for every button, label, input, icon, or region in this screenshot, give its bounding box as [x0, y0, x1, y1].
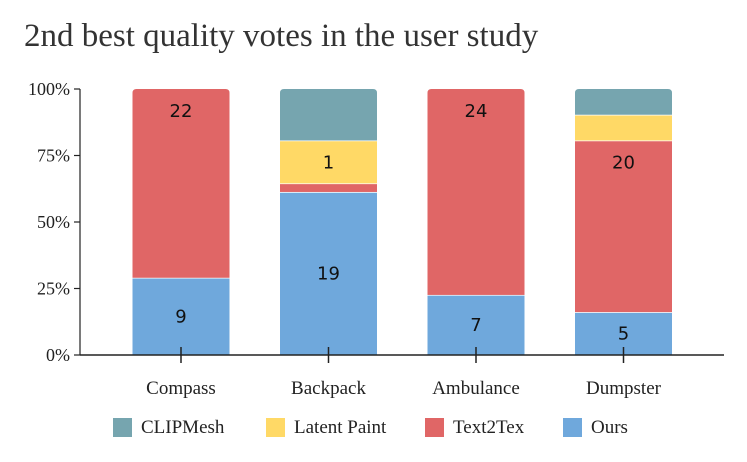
- data-label: 1: [323, 152, 334, 173]
- data-label: 7: [470, 315, 481, 336]
- bar-segment-clipmesh: [280, 89, 377, 141]
- bar-segment-ours: [280, 191, 377, 355]
- legend-swatch: [425, 418, 444, 437]
- legend: CLIPMesh Latent Paint Text2Tex Ours: [113, 417, 628, 438]
- data-label: 5: [618, 324, 629, 345]
- bar-stack-ambulance: [427, 89, 525, 355]
- bars: 9 22 19 1 7 24 5 20: [132, 89, 672, 355]
- data-label: 22: [170, 101, 193, 122]
- bar-stack-dumpster: [575, 89, 672, 355]
- bar-stack-backpack: [280, 89, 377, 355]
- legend-label: Ours: [591, 417, 628, 438]
- bar-segment-ours: [427, 294, 525, 355]
- y-tick-label: 25%: [37, 279, 70, 299]
- x-tick-label: Backpack: [291, 378, 366, 399]
- bar-segment-text2tex: [575, 140, 672, 313]
- bar-segment-text2tex: [132, 89, 230, 278]
- x-tick-labels: Compass Backpack Ambulance Dumpster: [146, 378, 661, 399]
- x-tick-label: Ambulance: [432, 378, 520, 399]
- legend-swatch: [266, 418, 285, 437]
- legend-item-text2tex: Text2Tex: [425, 417, 525, 438]
- legend-label: CLIPMesh: [141, 417, 225, 438]
- bar-segment-text2tex: [280, 183, 377, 192]
- chart-title: 2nd best quality votes in the user study: [24, 18, 539, 54]
- y-tick-label: 0%: [46, 345, 70, 365]
- y-tick-label: 50%: [37, 212, 70, 232]
- data-label: 19: [317, 263, 340, 284]
- y-tick-label: 75%: [37, 146, 70, 166]
- bar-stack-compass: [132, 89, 230, 355]
- legend-swatch: [563, 418, 582, 437]
- y-tick-label: 100%: [28, 79, 70, 99]
- x-axis: [80, 347, 724, 363]
- bar-segment-ours: [132, 277, 230, 355]
- data-label: 20: [612, 152, 635, 173]
- data-label: 24: [465, 101, 488, 122]
- bar-segment-latent-paint: [575, 114, 672, 141]
- legend-item-ours: Ours: [563, 417, 628, 438]
- data-label: 9: [175, 306, 186, 327]
- legend-item-clipmesh: CLIPMesh: [113, 417, 225, 438]
- x-tick-label: Compass: [146, 378, 216, 399]
- legend-label: Text2Tex: [453, 417, 525, 438]
- x-tick-label: Dumpster: [586, 378, 662, 399]
- legend-swatch: [113, 418, 132, 437]
- bar-segment-text2tex: [427, 89, 525, 295]
- bar-segment-latent-paint: [280, 140, 377, 184]
- bar-segment-clipmesh: [575, 89, 672, 115]
- legend-item-latent-paint: Latent Paint: [266, 417, 387, 438]
- legend-label: Latent Paint: [294, 417, 387, 438]
- y-axis: 0% 25% 50% 75% 100%: [28, 79, 81, 365]
